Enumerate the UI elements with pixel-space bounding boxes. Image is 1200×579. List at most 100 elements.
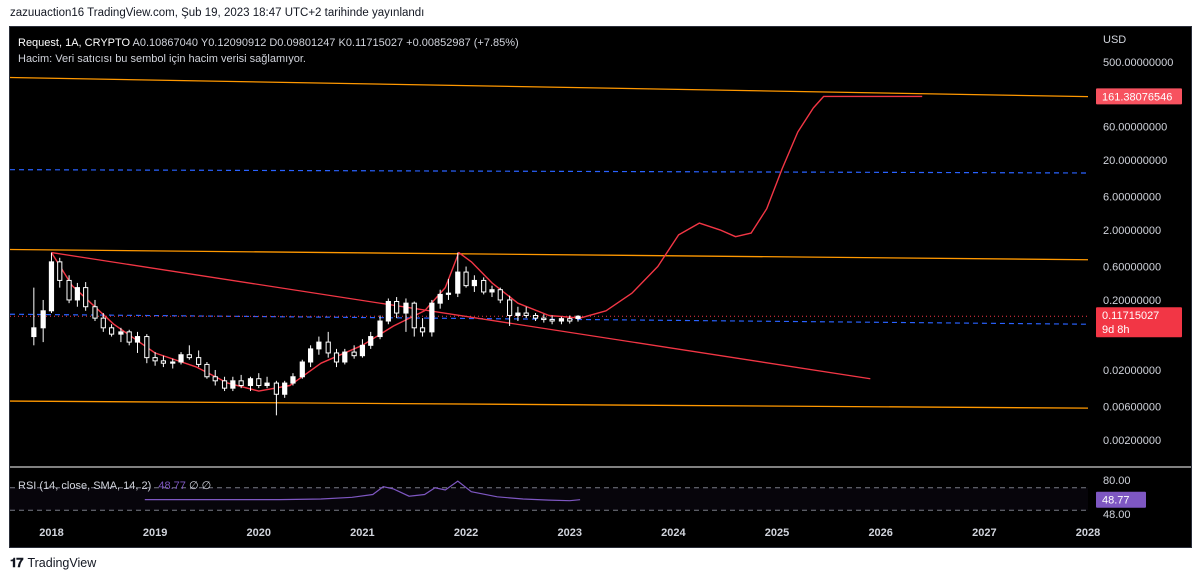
candle-body xyxy=(66,279,72,301)
x-tick-label: 2023 xyxy=(557,527,581,539)
level-line-blue-dashed xyxy=(10,169,1089,174)
rsi-value-label: 48.77 xyxy=(1102,495,1130,507)
legend-volume-note: Hacim: Veri satıcısı bu sembol için haci… xyxy=(18,53,306,65)
candle-body xyxy=(455,271,461,294)
candle-body xyxy=(377,320,383,338)
rsi-line xyxy=(144,480,581,502)
trendline xyxy=(51,251,871,380)
candle-body xyxy=(290,376,296,384)
candle-body xyxy=(118,331,124,335)
candle-body xyxy=(368,336,374,346)
candle-body xyxy=(83,287,89,308)
candle-body xyxy=(100,317,106,329)
candle-body xyxy=(497,289,503,301)
y-tick-label: 0.20000000 xyxy=(1103,295,1161,307)
x-tick-label: 2027 xyxy=(972,527,996,539)
rsi-tick-label: 48.00 xyxy=(1103,509,1131,521)
candle-body xyxy=(186,354,192,359)
legend-ohlc: A0.10867040 Y0.12090912 D0.09801247 K0.1… xyxy=(132,37,519,49)
candle-body xyxy=(515,312,521,316)
candle-body xyxy=(40,310,46,329)
candle-body xyxy=(481,279,487,293)
x-tick-label: 2021 xyxy=(350,527,374,539)
last-price-label: 0.11715027 xyxy=(1102,310,1159,322)
y-tick-label: 0.00600000 xyxy=(1103,402,1161,414)
candle-body xyxy=(437,293,443,304)
candle-body xyxy=(282,382,288,395)
projection-path xyxy=(50,95,923,392)
legend-symbol[interactable]: Request, 1A, CRYPTO xyxy=(18,37,131,49)
chart-frame[interactable]: 500.00000000 60.00000000 20.00000000 6.0000… xyxy=(9,26,1192,548)
candle-body xyxy=(316,341,322,350)
y-tick-label: 500.00000000 xyxy=(1103,57,1173,69)
rsi-legend-value: 48.77 xyxy=(158,480,186,492)
candle-body xyxy=(359,344,366,357)
target-price-label: 161.38076546 xyxy=(1102,91,1172,103)
x-tick-label: 2020 xyxy=(247,527,271,539)
level-line-orange-line xyxy=(10,248,1089,261)
chart-legend: Request, 1A, CRYPTO A0.10867040 Y0.12090… xyxy=(18,35,519,67)
candle-body xyxy=(567,318,573,322)
y-tick-label: 20.00000000 xyxy=(1103,155,1167,167)
candle-body xyxy=(256,378,262,387)
y-tick-label: 0.02000000 xyxy=(1103,365,1161,377)
candle-body xyxy=(92,306,98,319)
y-tick-label: 0.60000000 xyxy=(1103,262,1161,274)
last-price-badge xyxy=(1096,307,1182,338)
candle-body xyxy=(411,302,417,329)
candle-body xyxy=(299,361,305,378)
rsi-legend: RSI (14, close, SMA, 14, 2) 48.77 ∅ ∅ xyxy=(18,479,211,492)
candle-body xyxy=(160,360,167,364)
candle-body xyxy=(429,302,435,333)
candle-body xyxy=(541,317,547,321)
candle-body xyxy=(532,314,539,319)
y-tick-label: 2.00000000 xyxy=(1103,225,1161,237)
candle-body xyxy=(108,327,115,335)
candle-body xyxy=(351,351,357,357)
x-tick-label: 2024 xyxy=(661,527,686,539)
y-tick-label: 6.00000000 xyxy=(1103,192,1161,204)
rsi-band-fill xyxy=(10,487,1088,511)
rsi-legend-label[interactable]: RSI (14, close, SMA, 14, 2) xyxy=(18,480,152,492)
candle-body xyxy=(333,352,340,363)
candle-body xyxy=(74,287,80,301)
candle-body xyxy=(463,271,469,287)
chart-svg[interactable]: 500.00000000 60.00000000 20.00000000 6.0000… xyxy=(10,27,1191,547)
y-tick-label: 0.00200000 xyxy=(1103,435,1161,447)
level-line-orange-line xyxy=(10,400,1089,409)
currency-label[interactable]: USD xyxy=(1103,34,1127,46)
candle-body xyxy=(325,341,331,354)
candle-body xyxy=(48,261,55,312)
candle-body xyxy=(445,292,452,295)
tradingview-logo[interactable]: 𝟏𝟕 TradingView xyxy=(10,555,96,571)
x-tick-label: 2022 xyxy=(454,527,478,539)
candle-body xyxy=(575,315,581,319)
candle-body xyxy=(134,336,141,343)
x-tick-label: 2026 xyxy=(868,527,892,539)
tradingview-logo-icon: 𝟏𝟕 xyxy=(10,555,24,570)
candle-body xyxy=(221,380,228,389)
candle-body xyxy=(394,301,400,314)
candle-body xyxy=(264,382,270,387)
candle-body xyxy=(152,357,158,362)
candle-body xyxy=(523,312,529,316)
x-tick-label: 2028 xyxy=(1076,527,1100,539)
x-tick-label: 2025 xyxy=(765,527,789,539)
candle-body xyxy=(489,289,495,293)
candle-body xyxy=(238,380,244,387)
candle-body xyxy=(549,319,555,322)
candle-body xyxy=(212,376,218,382)
candle-body xyxy=(558,318,565,322)
tradingview-wordmark: TradingView xyxy=(27,556,97,570)
candle-body xyxy=(385,301,391,322)
candle-body xyxy=(247,378,254,387)
candle-body xyxy=(178,354,184,363)
candle-body xyxy=(204,363,210,378)
candle-body xyxy=(230,380,236,389)
rsi-value-badge xyxy=(1096,491,1146,508)
last-price-countdown: 9d 8h xyxy=(1102,324,1130,336)
candle-body xyxy=(419,327,426,333)
candle-body xyxy=(196,357,202,365)
candle-body xyxy=(144,336,150,359)
x-tick-label: 2018 xyxy=(39,527,63,539)
